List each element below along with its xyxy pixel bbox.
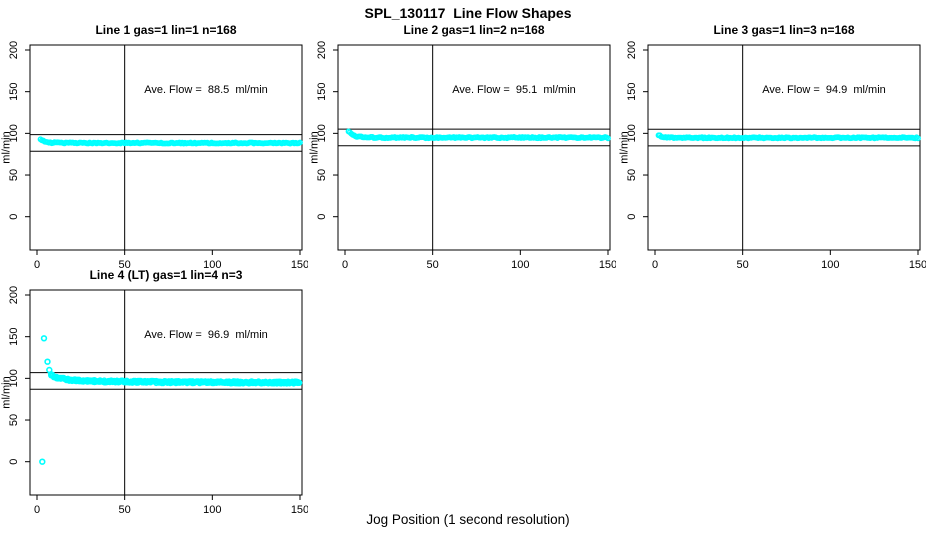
x-tick-label: 150 — [909, 259, 926, 270]
plot-canvas-line-3: 0 50 100 150 200 0 50 100 150 — [626, 41, 926, 270]
x-tick-label: 0 — [342, 259, 348, 270]
data-points — [345, 128, 611, 142]
data-points — [39, 335, 303, 465]
panel-title-line-3: Line 3 gas=1 lin=3 n=168 — [713, 23, 855, 37]
data-points — [37, 136, 303, 147]
x-tick-label: 100 — [203, 504, 221, 515]
plot-box — [647, 44, 921, 251]
x-tick-label: 0 — [34, 259, 40, 270]
y-tick-label: 150 — [8, 327, 20, 345]
panel-line-2: 0 50 100 150 200 0 50 100 150 Line 2 gas=1 lin=2… — [308, 20, 617, 270]
y-tick-label: 150 — [316, 82, 328, 100]
chart-title: SPL_130117 Line Flow Shapes — [364, 5, 572, 21]
ave-flow-annotation-line-3: Ave. Flow = 94.9 ml/min — [762, 84, 886, 96]
y-tick-label: 0 — [8, 214, 20, 220]
outlier-point — [44, 358, 51, 365]
y-tick-label: 0 — [8, 459, 20, 465]
x-tick-label: 150 — [599, 259, 616, 270]
ave-flow-annotation-line-4: Ave. Flow = 96.9 ml/min — [144, 329, 268, 341]
y-tick-label: 200 — [626, 41, 638, 59]
x-tick-label: 0 — [652, 259, 658, 270]
y-tick-label: 50 — [8, 169, 20, 181]
y-tick-label: 200 — [8, 41, 20, 59]
panel-title-line-4: Line 4 (LT) gas=1 lin=4 n=3 — [89, 268, 243, 282]
y-tick-label: 50 — [626, 169, 638, 181]
plot-box — [29, 289, 303, 496]
panel-title-line-2: Line 2 gas=1 lin=2 n=168 — [403, 23, 545, 37]
plot-box — [337, 44, 611, 251]
y-tick-label: 100 — [8, 124, 20, 142]
y-tick-label: 100 — [626, 124, 638, 142]
x-axis-label: Jog Position (1 second resolution) — [366, 512, 570, 527]
ave-flow-annotation-line-1: Ave. Flow = 88.5 ml/min — [144, 84, 268, 96]
x-tick-label: 50 — [737, 259, 749, 270]
x-tick-label: 0 — [34, 504, 40, 515]
x-tick-label: 50 — [427, 259, 439, 270]
plot-canvas-line-1: 0 50 100 150 200 0 50 100 150 — [8, 41, 308, 270]
panel-line-3: 0 50 100 150 200 0 50 100 150 Line 3 gas=1 lin=3… — [618, 20, 927, 270]
y-axis-label: ml/min — [0, 376, 13, 409]
x-tick-label: 50 — [119, 504, 131, 515]
y-axis-label: ml/min — [618, 131, 631, 164]
panel-line-1: 0 50 100 150 200 0 50 100 150 Line 1 gas=1 lin=1… — [0, 20, 309, 270]
y-tick-label: 50 — [8, 414, 20, 426]
x-tick-label: 100 — [821, 259, 839, 270]
y-tick-label: 100 — [316, 124, 328, 142]
plot-box — [29, 44, 303, 251]
y-tick-label: 100 — [8, 369, 20, 387]
y-axis-label: ml/min — [308, 131, 321, 164]
y-tick-label: 0 — [316, 214, 328, 220]
y-tick-label: 150 — [8, 82, 20, 100]
outlier-point — [46, 366, 53, 374]
x-tick-label: 100 — [511, 259, 529, 270]
plot-canvas-line-2: 0 50 100 150 200 0 50 100 150 — [316, 41, 616, 270]
y-tick-label: 50 — [316, 169, 328, 181]
x-tick-label: 150 — [291, 259, 308, 270]
y-tick-label: 0 — [626, 214, 638, 220]
outlier-point — [40, 335, 48, 342]
data-points — [655, 132, 921, 142]
y-tick-label: 200 — [316, 41, 328, 59]
ave-flow-annotation-line-2: Ave. Flow = 95.1 ml/min — [452, 84, 576, 96]
y-tick-label: 200 — [8, 286, 20, 304]
panel-title-line-1: Line 1 gas=1 lin=1 n=168 — [95, 23, 237, 37]
plot-canvas-line-4: 0 50 100 150 200 0 50 100 150 — [8, 286, 308, 515]
outlier-point — [39, 458, 46, 465]
x-tick-label: 100 — [203, 259, 221, 270]
y-axis-label: ml/min — [0, 131, 13, 164]
y-tick-label: 150 — [626, 82, 638, 100]
x-tick-label: 50 — [119, 259, 131, 270]
x-tick-label: 150 — [291, 504, 308, 515]
panel-line-4: 0 50 100 150 200 0 50 100 150 Line 4 (LT) gas=1 … — [0, 265, 309, 515]
